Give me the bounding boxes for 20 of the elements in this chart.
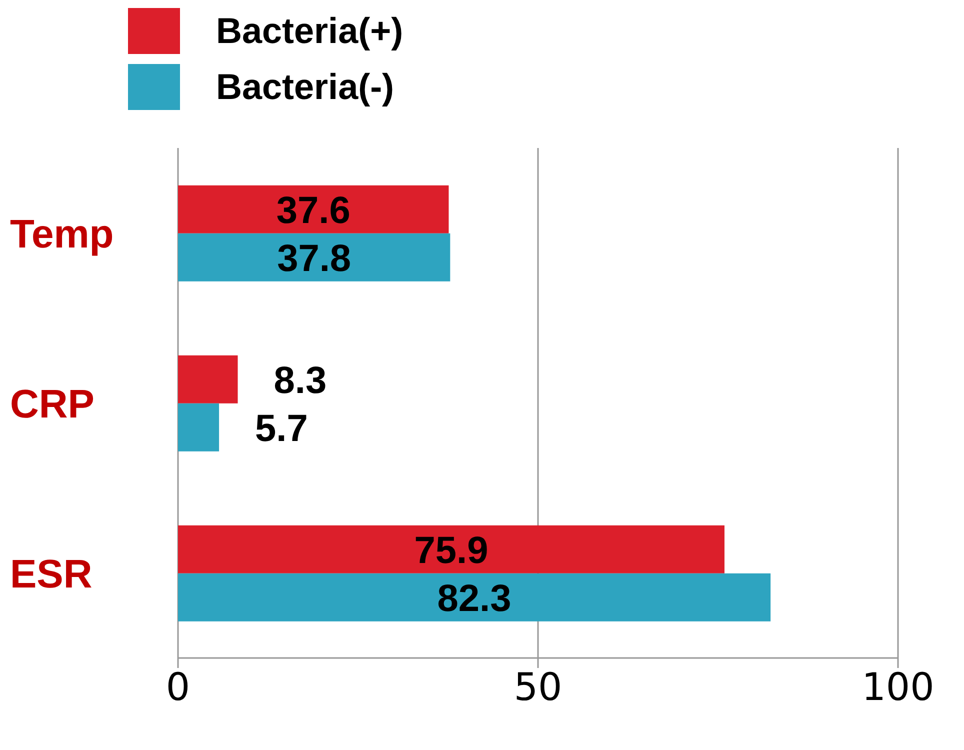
y-tick-label: ESR xyxy=(10,552,92,596)
data-label: 75.9 xyxy=(414,530,488,572)
data-label: 8.3 xyxy=(274,360,327,402)
data-label: 37.6 xyxy=(276,190,350,232)
bar xyxy=(178,233,450,282)
x-tick-label: 100 xyxy=(862,665,934,709)
legend-label: Bacteria(+) xyxy=(216,10,404,52)
bar xyxy=(178,185,449,234)
bar xyxy=(178,525,724,574)
x-tick-label: 0 xyxy=(166,665,190,709)
data-label: 5.7 xyxy=(255,408,308,450)
legend-label: Bacteria(-) xyxy=(216,66,394,108)
data-label: 37.8 xyxy=(277,238,352,280)
bar xyxy=(178,355,238,404)
x-tick-label: 50 xyxy=(514,665,562,709)
bar xyxy=(178,403,220,452)
y-tick-label: Temp xyxy=(10,212,114,256)
bar xyxy=(178,573,771,622)
data-label: 82.3 xyxy=(437,578,512,620)
y-tick-label: CRP xyxy=(10,382,94,426)
